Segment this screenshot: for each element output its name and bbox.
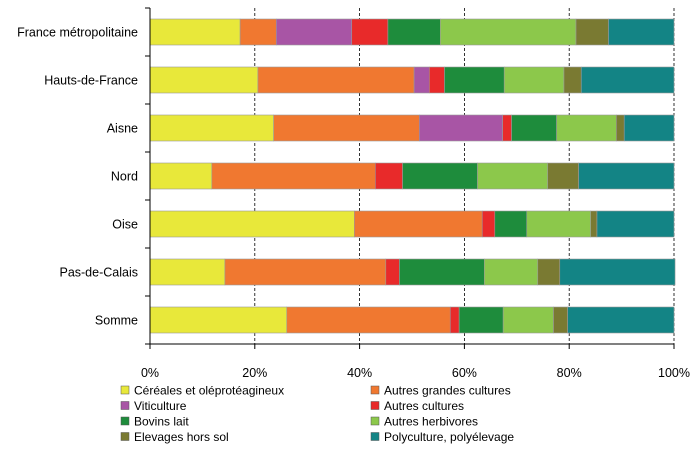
bar-segment [351,18,389,46]
bars [149,18,676,334]
category-label: Pas-de-Calais [59,266,138,280]
bar-segment [375,162,403,190]
bar-segment [449,306,460,334]
legend-label: Polyculture, polyélevage [384,430,514,444]
bar-segment [149,18,241,46]
legend-swatch [370,385,380,395]
axes [145,7,675,349]
bar-segment [494,210,528,238]
bar-segment [419,114,503,142]
x-tick-label: 40% [347,366,372,380]
bar-segment [413,66,430,94]
legend-swatch [370,416,380,426]
bar-segment [563,66,582,94]
x-tick-label: 60% [452,366,477,380]
legend-label: Elevages hors sol [134,430,229,444]
bar-segment [428,66,445,94]
bar-segment [149,162,213,190]
bar-segment [149,306,288,334]
bar-segment [502,306,554,334]
x-tick-label: 0% [141,366,159,380]
bar-segment [502,114,512,142]
bar-segment [537,258,561,286]
legend-label: Viticulture [134,399,187,413]
legend-label: Céréales et oléprotéagineux [134,384,284,398]
bar-segment [553,306,568,334]
bar-segment [477,162,549,190]
bar-segment [484,258,539,286]
bar-segment [387,18,441,46]
bar-segment [608,18,675,46]
bar-segment [567,306,675,334]
legend-swatch [370,432,380,441]
x-tick-labels: 0% 20% 40% 60% 80% 100% [141,366,690,380]
bar-segment [623,114,675,142]
bar-segment [211,162,376,190]
bar-segment [402,162,478,190]
bar-segment [580,66,675,94]
category-label: Aisne [107,122,138,136]
legend-swatch [120,432,130,441]
legend-label: Autres grandes cultures [384,384,511,398]
bar-segment [354,210,483,238]
bar-segment [273,114,420,142]
x-tick-label: 20% [242,366,267,380]
bar-segment [616,114,625,142]
bar-segment [590,210,598,238]
bar-segment [578,162,675,190]
bar-segment [439,18,577,46]
bar-segment [399,258,485,286]
x-tick-label: 80% [557,366,582,380]
bar-segment [149,258,226,286]
legend-label: Autres herbivores [384,415,478,429]
bar-segment [385,258,400,286]
bar-segment [596,210,675,238]
bar-segment [503,66,565,94]
category-labels: France métropolitaine Hauts-de-France Aisn… [17,26,138,328]
bar-segment [556,114,617,142]
legend-label: Autres cultures [384,399,464,413]
bar-segment [511,114,557,142]
bar-segment [257,66,415,94]
bar-segment [286,306,451,334]
category-label: Hauts-de-France [44,74,138,88]
legend: Céréales et oléprotéagineux Autres grande… [120,384,514,444]
legend-label: Bovins lait [134,415,189,429]
bar-segment [444,66,505,94]
bar-segment [275,18,353,46]
bar-segment [526,210,591,238]
category-label: Somme [95,314,138,328]
legend-swatch [120,385,130,395]
bar-segment [481,210,496,238]
bar-segment [224,258,387,286]
bar-segment [149,210,355,238]
category-label: France métropolitaine [17,26,138,40]
bar-segment [547,162,579,190]
bar-segment [575,18,609,46]
legend-swatch [120,416,130,426]
legend-swatch [370,401,380,410]
category-label: Nord [111,170,138,184]
bar-segment [559,258,676,286]
x-tick-label: 100% [658,366,690,380]
category-label: Oise [112,218,138,232]
legend-swatch [120,401,130,410]
bar-segment [239,18,277,46]
bar-segment [458,306,504,334]
bar-segment [149,114,274,142]
bar-segment [149,66,259,94]
